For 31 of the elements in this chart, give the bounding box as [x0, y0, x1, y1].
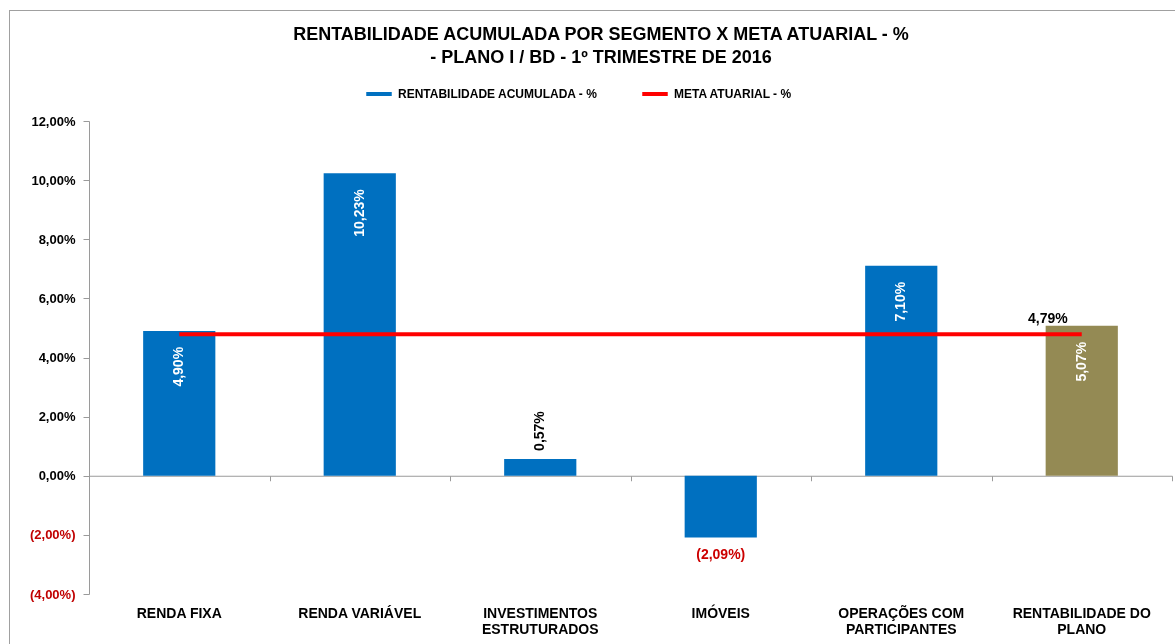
y-tick-label: (4,00%): [29, 586, 76, 602]
x-tick-label: OPERAÇÕES COM PARTICIPANTES: [838, 603, 965, 637]
y-tick-label: 2,00%: [38, 409, 76, 425]
legend-label: RENTABILIDADE ACUMULADA - %: [398, 87, 598, 101]
y-tick-label: 8,00%: [38, 231, 76, 247]
bar: [684, 475, 757, 538]
data-label: 10,23%: [350, 188, 367, 237]
y-tick-label: 12,00%: [31, 113, 76, 129]
bar: [323, 173, 396, 476]
data-label: 0,57%: [531, 410, 548, 451]
bar: [504, 458, 577, 476]
y-tick-label: 6,00%: [38, 290, 76, 306]
y-tick-label: 10,00%: [31, 172, 76, 188]
data-label: 4,79%: [1028, 310, 1069, 327]
legend-label: META ATUARIAL - %: [674, 87, 792, 101]
bar: [865, 265, 938, 476]
x-tick-label: INVESTIMENTOS ESTRUTURADOS: [481, 604, 599, 637]
data-label: 4,90%: [170, 346, 187, 387]
data-label: 7,10%: [892, 281, 909, 322]
data-label: (2,09%): [696, 545, 746, 562]
x-tick-label: RENDA FIXA: [136, 604, 222, 621]
x-tick-label: RENTABILIDADE DO PLANO: [1012, 604, 1151, 637]
x-tick-label: RENDA VARIÁVEL: [298, 604, 422, 621]
chart-title: RENTABILIDADE ACUMULADA POR SEGMENTO X META ATUARIAL - % - PLANO I / BD - 1º TRIMESTRE DE 2016: [293, 24, 909, 67]
bar: [143, 330, 216, 476]
y-tick-label: 0,00%: [38, 468, 76, 484]
data-label: 5,07%: [1072, 341, 1089, 382]
y-tick-label: 4,00%: [38, 350, 76, 365]
bar: [1045, 325, 1118, 476]
x-tick-label: IMÓVEIS: [691, 603, 750, 621]
y-tick-label: (2,00%): [29, 527, 76, 543]
